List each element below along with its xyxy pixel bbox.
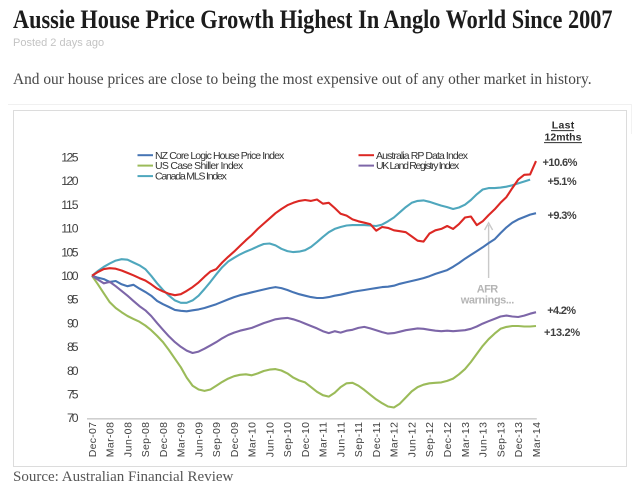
svg-text:Dec-10: Dec-10: [300, 422, 312, 457]
svg-text:Mar-08: Mar-08: [105, 422, 117, 457]
svg-text:+13.2%: +13.2%: [544, 327, 580, 339]
svg-text:Jun-11: Jun-11: [335, 422, 347, 457]
svg-text:120: 120: [61, 174, 78, 188]
svg-text:+10.6%: +10.6%: [543, 157, 578, 169]
svg-text:85: 85: [67, 340, 79, 354]
svg-text:Mar-11: Mar-11: [318, 422, 330, 457]
svg-text:Sep-11: Sep-11: [353, 422, 365, 457]
svg-text:Australia RP Data Index: Australia RP Data Index: [376, 150, 469, 162]
svg-text:115: 115: [61, 198, 78, 212]
svg-text:12mths: 12mths: [545, 132, 582, 144]
svg-text:125: 125: [61, 151, 78, 165]
svg-text:+5.1%: +5.1%: [548, 176, 577, 188]
svg-text:AFR: AFR: [477, 283, 499, 295]
svg-text:Sep-12: Sep-12: [424, 422, 436, 457]
svg-text:Mar-09: Mar-09: [176, 422, 188, 457]
svg-text:Dec-13: Dec-13: [513, 422, 525, 457]
svg-text:Mar-13: Mar-13: [460, 422, 472, 457]
svg-text:warnings...: warnings...: [460, 295, 515, 307]
svg-text:Dec-09: Dec-09: [229, 422, 241, 457]
svg-text:NZ Core Logic House Price Inde: NZ Core Logic House Price Index: [155, 150, 285, 162]
svg-text:80: 80: [67, 364, 79, 378]
svg-text:+9.3%: +9.3%: [548, 210, 577, 222]
svg-text:Mar-10: Mar-10: [247, 422, 259, 457]
svg-text:70: 70: [67, 411, 79, 425]
svg-text:90: 90: [67, 316, 79, 330]
svg-text:Dec-12: Dec-12: [442, 422, 454, 457]
svg-text:US Case Shiller Index: US Case Shiller Index: [155, 160, 244, 172]
svg-text:Mar-12: Mar-12: [389, 422, 401, 457]
svg-text:Dec-11: Dec-11: [371, 422, 383, 457]
svg-text:Jun-13: Jun-13: [478, 422, 490, 457]
svg-text:Sep-10: Sep-10: [282, 422, 294, 457]
svg-text:Jun-12: Jun-12: [407, 422, 419, 457]
svg-text:Sep-08: Sep-08: [140, 422, 152, 457]
svg-text:+4.2%: +4.2%: [547, 305, 576, 317]
svg-text:75: 75: [67, 388, 79, 402]
svg-text:95: 95: [67, 293, 79, 307]
svg-text:Jun-08: Jun-08: [122, 422, 134, 457]
svg-text:105: 105: [61, 245, 78, 259]
svg-text:Dec-08: Dec-08: [158, 422, 170, 457]
svg-text:Jun-09: Jun-09: [193, 422, 205, 457]
svg-text:Jun-10: Jun-10: [264, 422, 276, 457]
svg-text:Mar-14: Mar-14: [531, 422, 543, 457]
svg-text:Canada MLS Index: Canada MLS Index: [155, 171, 228, 183]
svg-text:Last: Last: [552, 120, 575, 132]
svg-text:Sep-09: Sep-09: [211, 422, 223, 457]
svg-text:Sep-13: Sep-13: [495, 422, 507, 457]
svg-text:UK Land Registry Index: UK Land Registry Index: [376, 160, 460, 172]
svg-text:Dec-07: Dec-07: [87, 422, 99, 457]
svg-text:110: 110: [61, 222, 78, 236]
svg-text:100: 100: [61, 269, 78, 283]
